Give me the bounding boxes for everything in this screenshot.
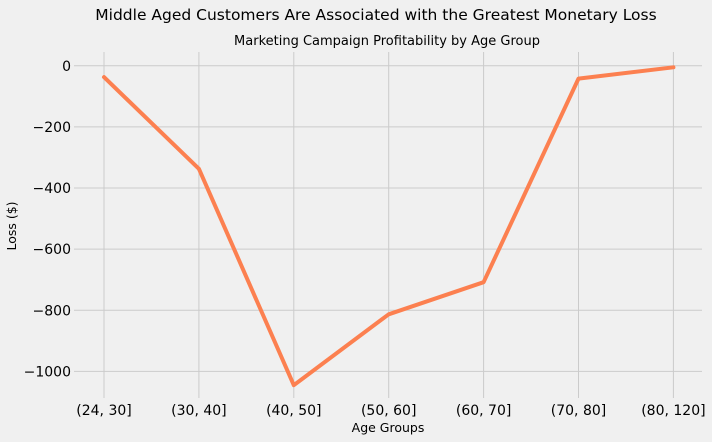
x-axis-label: Age Groups	[352, 420, 425, 435]
y-tick-label: −200	[33, 120, 71, 136]
y-tick-label: 0	[62, 59, 71, 75]
x-tick-labels: (24, 30] (30, 40] (40, 50] (50, 60] (60, 70]…	[76, 403, 705, 419]
x-tick-label: (50, 60]	[361, 403, 416, 419]
x-tick-label: (60, 70]	[456, 403, 511, 419]
y-axis-label: Loss ($)	[4, 201, 19, 250]
y-tick-label: −600	[33, 242, 71, 258]
x-tick-label: (30, 40]	[171, 403, 226, 419]
y-tick-label: −400	[33, 181, 71, 197]
y-tick-labels: 0 −200 −400 −600 −800 −1000	[24, 59, 71, 381]
x-tick-label: (70, 80]	[551, 403, 606, 419]
y-tick-label: −800	[33, 303, 71, 319]
y-tick-label: −1000	[24, 364, 71, 380]
series-layer	[102, 65, 676, 388]
x-tick-label: (24, 30]	[76, 403, 131, 419]
grid	[74, 52, 702, 398]
x-tick-label: (80, 120]	[641, 403, 705, 419]
chart-suptitle: Middle Aged Customers Are Associated wit…	[95, 6, 656, 24]
x-tick-label: (40, 50]	[266, 403, 321, 419]
chart-title: Marketing Campaign Profitability by Age …	[234, 34, 540, 49]
